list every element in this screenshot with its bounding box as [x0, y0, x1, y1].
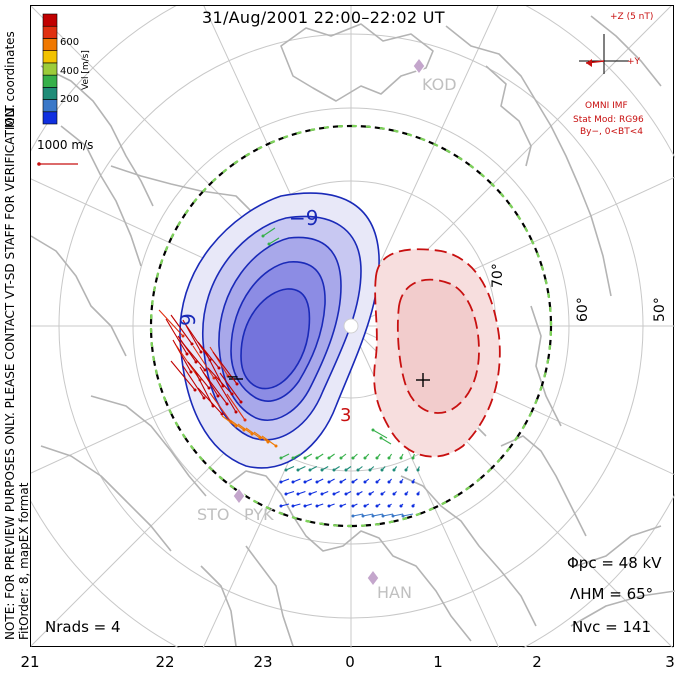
radar-count: Nrads = 4: [45, 618, 121, 636]
preview-notice: NOTE: FOR PREVIEW PURPOSES ONLY. PLEASE …: [3, 104, 17, 640]
velocity-vectors: [158, 227, 420, 518]
geographic-pole-marker: [343, 318, 359, 334]
colorbar-swatch: [42, 13, 58, 27]
mlt-tick-1: 1: [433, 653, 443, 671]
station-label-han: HAN: [377, 583, 412, 602]
mlt-tick-23: 23: [253, 653, 273, 671]
contour-label-9: 9: [176, 313, 200, 326]
reference-vector: [37, 162, 78, 166]
latitude-label-70: 70°: [490, 263, 506, 288]
vector-count: Nvc = 141: [572, 618, 652, 636]
colorbar-swatch: [42, 50, 58, 64]
latitude-label-60: 60°: [575, 297, 591, 322]
colorbar-tick-600: 600: [60, 37, 80, 48]
mlt-coordinates-label: MLT coordinates: [3, 31, 17, 128]
imf-condition-label: By−, 0<BT<4: [580, 127, 643, 137]
fit-order-note: FitOrder: 8, mapEX format: [17, 482, 31, 640]
colorbar-swatch: [42, 74, 58, 88]
mlt-tick-2: 2: [532, 653, 542, 671]
imf-source-label: OMNI IMF: [585, 101, 628, 111]
colorbar-swatch: [42, 87, 58, 100]
colorbar-swatch: [42, 25, 58, 39]
colorbar-swatch: [42, 38, 58, 51]
latitude-label-50: 50°: [652, 297, 668, 322]
colorbar-swatch: [42, 111, 58, 125]
contour-label-minus: −: [226, 367, 240, 386]
station-label-pyk: PYK: [244, 505, 274, 524]
station-label-sto: STO: [197, 505, 230, 524]
velocity-colorbar: [42, 13, 58, 125]
reference-vector-label: 1000 m/s: [37, 138, 94, 152]
stat-model-label: Stat Mod: RG96: [573, 115, 644, 125]
colorbar-swatch: [42, 99, 58, 113]
station-markers: [232, 57, 426, 587]
negative-potential-cell: [179, 192, 380, 469]
imf-z-label: +Z (5 nT): [610, 12, 654, 22]
imf-dial: [579, 34, 629, 74]
mlt-tick-22: 22: [155, 653, 175, 671]
colorbar-label: Vel [m/s]: [81, 50, 91, 90]
potential-max-marker: [416, 373, 430, 387]
coastlines: [31, 15, 675, 647]
positive-potential-cell: [373, 248, 501, 458]
contour-label-minus9: −9: [289, 206, 319, 230]
convection-map: [31, 6, 675, 648]
cross-polar-potential: Φpc = 48 kV: [567, 554, 662, 572]
colorbar-tick-200: 200: [60, 94, 80, 105]
imf-y-label: +Y: [627, 57, 641, 67]
hm-boundary-latitude: ΛHM = 65°: [570, 585, 654, 603]
colorbar-tick-400: 400: [60, 66, 80, 77]
map-title: 31/Aug/2001 22:00–22:02 UT: [202, 8, 445, 27]
mlt-tick-3: 3: [665, 653, 675, 671]
mlt-tick-0: 0: [345, 653, 355, 671]
contour-label-3: 3: [340, 405, 352, 426]
hm-boundary-green: [149, 124, 553, 528]
map-frame: [30, 5, 675, 648]
station-label-kod: KOD: [422, 75, 457, 94]
mlt-tick-21: 21: [20, 653, 40, 671]
colorbar-swatch: [42, 62, 58, 76]
